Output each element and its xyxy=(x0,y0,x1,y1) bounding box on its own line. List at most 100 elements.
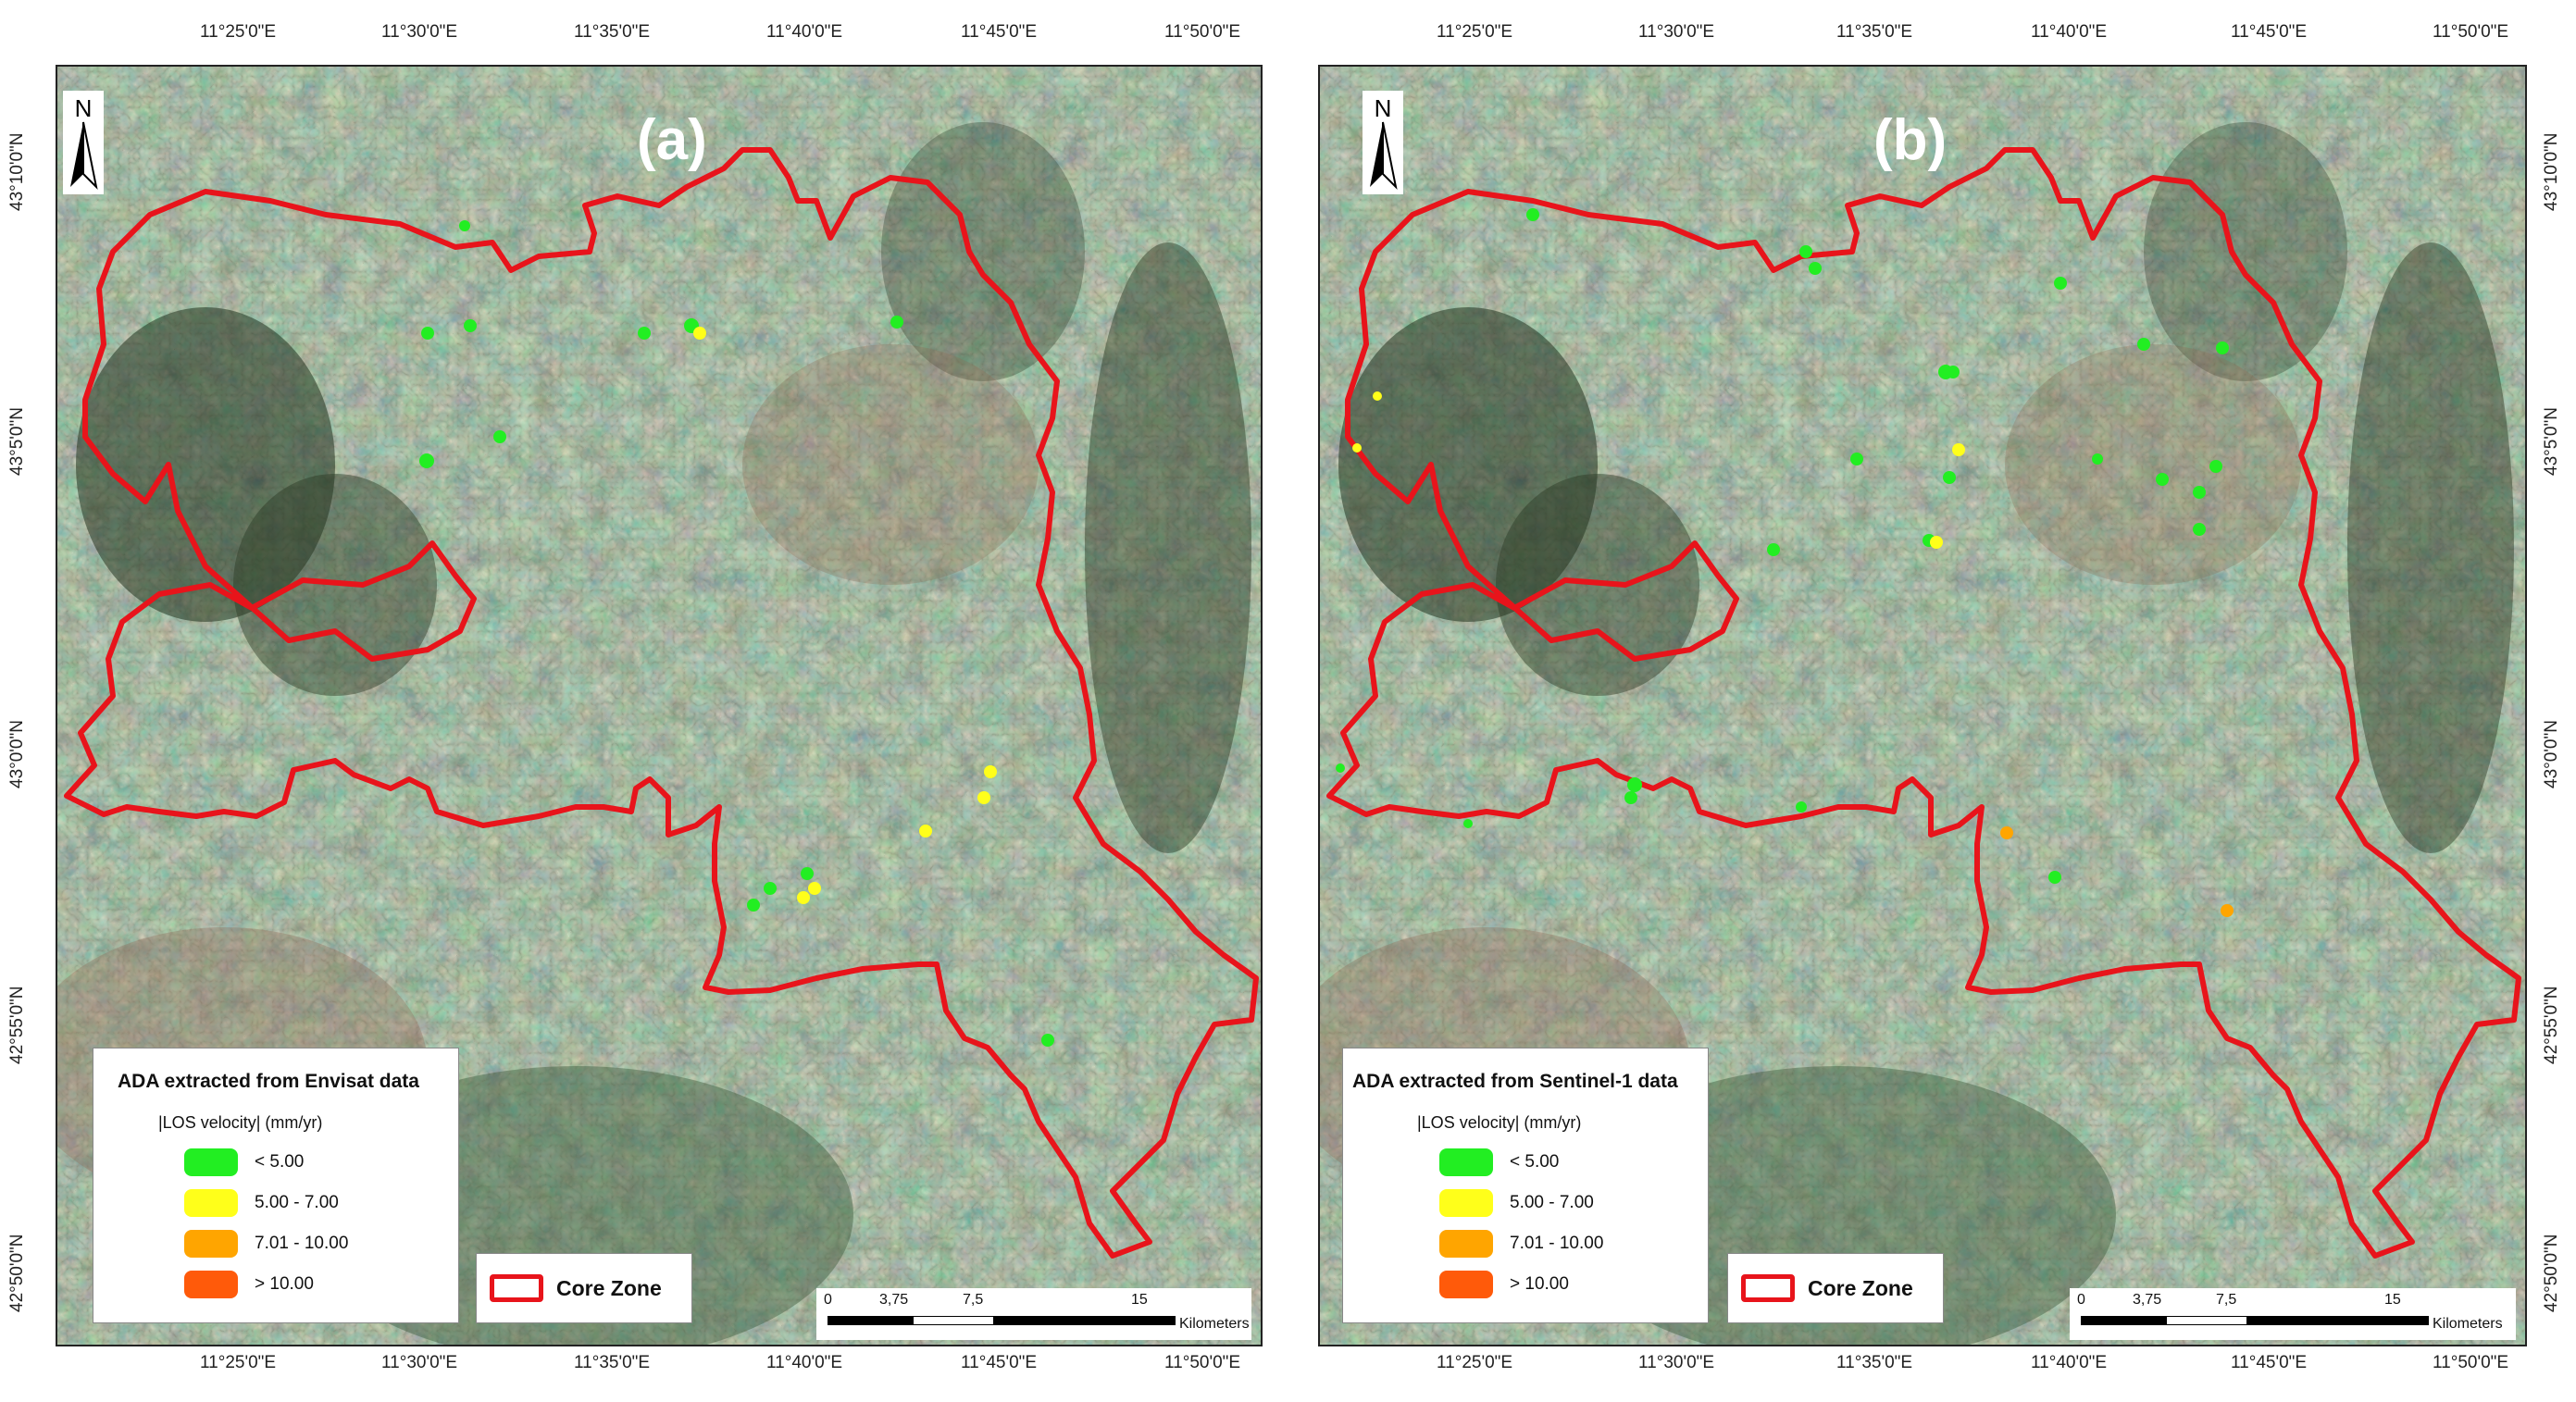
top-tick-label: 11°50'0"E xyxy=(1164,22,1241,42)
scale-tick-label: 0 xyxy=(2077,1292,2085,1308)
ada-point xyxy=(801,867,814,880)
top-tick-label: 11°45'0"E xyxy=(961,22,1038,42)
legend-swatch xyxy=(1439,1230,1493,1258)
ada-point xyxy=(459,220,470,231)
bottom-tick-label: 11°25'0"E xyxy=(200,1353,277,1372)
top-tick-label: 11°25'0"E xyxy=(1437,22,1513,42)
scale-segment xyxy=(2247,1316,2429,1325)
scale-tick-label: 3,75 xyxy=(2133,1292,2162,1308)
core-zone-swatch xyxy=(1741,1274,1795,1302)
ada-point xyxy=(977,791,990,804)
legend-class-label: > 10.00 xyxy=(1510,1274,1569,1294)
ada-point xyxy=(1952,443,1965,456)
scale-segment xyxy=(2166,1316,2247,1325)
legend-swatch xyxy=(184,1148,238,1176)
bottom-tick-label: 11°50'0"E xyxy=(2433,1353,2509,1372)
legend-swatch xyxy=(184,1230,238,1258)
ada-point xyxy=(2000,826,2013,839)
right-tick-label: 43°0'0"N xyxy=(2542,720,2561,788)
bottom-tick-label: 11°45'0"E xyxy=(961,1353,1038,1372)
ada-point xyxy=(2156,473,2169,486)
ada-point xyxy=(919,825,932,837)
ada-point xyxy=(1767,543,1780,556)
panel-label: (b) xyxy=(1873,108,1948,172)
bottom-tick-label: 11°40'0"E xyxy=(2031,1353,2108,1372)
top-tick-label: 11°40'0"E xyxy=(2031,22,2108,42)
ada-point xyxy=(2193,523,2206,536)
map-panel-a: 11°25'0"E 11°30'0"E 11°35'0"E 11°40'0"E … xyxy=(7,22,1263,1372)
bottom-tick-label: 11°35'0"E xyxy=(574,1353,651,1372)
ada-point xyxy=(1809,262,1822,275)
top-tick-label: 11°30'0"E xyxy=(381,22,458,42)
left-tick-label: 42°50'0"N xyxy=(7,1234,27,1312)
legend-class-label: 5.00 - 7.00 xyxy=(255,1193,339,1212)
bottom-tick-label: 11°35'0"E xyxy=(1836,1353,1913,1372)
ada-point xyxy=(2137,338,2150,351)
left-tick-label: 43°5'0"N xyxy=(7,407,27,476)
scale-tick-label: 15 xyxy=(1131,1292,1148,1308)
scale-tick-label: 7,5 xyxy=(963,1292,984,1308)
scale-tick-label: 0 xyxy=(824,1292,832,1308)
ada-point xyxy=(1041,1034,1054,1047)
scale-tick-label: 15 xyxy=(2384,1292,2401,1308)
legend-swatch xyxy=(1439,1148,1493,1176)
right-tick-label: 43°10'0"N xyxy=(2542,132,2561,211)
top-tick-label: 11°35'0"E xyxy=(1836,22,1913,42)
ada-point xyxy=(1850,453,1863,465)
scale-tick-label: 3,75 xyxy=(879,1292,909,1308)
bottom-tick-label: 11°50'0"E xyxy=(1164,1353,1241,1372)
map-panel-b: 11°25'0"E 11°30'0"E 11°35'0"E 11°40'0"E … xyxy=(1288,0,2576,1402)
bottom-tick-label: 11°30'0"E xyxy=(381,1353,458,1372)
core-zone-boundary xyxy=(1326,147,2521,1259)
top-tick-label: 11°50'0"E xyxy=(2433,22,2509,42)
scale-bar: 0 3,75 7,5 15 Kilometers xyxy=(816,1288,1251,1340)
ada-point xyxy=(493,430,506,443)
top-tick-label: 11°25'0"E xyxy=(200,22,277,42)
ada-points-b xyxy=(1336,208,2234,917)
core-zone-label: Core Zone xyxy=(1808,1276,1913,1300)
legend-swatch xyxy=(184,1189,238,1217)
ada-point xyxy=(1373,391,1382,401)
legend-title: ADA extracted from Envisat data xyxy=(118,1071,419,1092)
ada-point xyxy=(764,882,777,895)
legend-class-label: 7.01 - 10.00 xyxy=(255,1234,349,1253)
left-tick-label: 43°10'0"N xyxy=(7,132,27,211)
core-zone-boundary xyxy=(64,147,1259,1259)
ada-point xyxy=(638,327,651,340)
legend-title: ADA extracted from Sentinel-1 data xyxy=(1352,1071,1678,1092)
north-arrow-icon: N xyxy=(1363,91,1403,194)
right-tick-label: 42°50'0"N xyxy=(2542,1234,2561,1312)
ada-point xyxy=(1352,443,1362,453)
ada-point xyxy=(1624,791,1637,804)
ada-point xyxy=(1526,208,1539,221)
scale-segment xyxy=(828,1316,913,1325)
left-tick-label: 43°0'0"N xyxy=(7,720,27,788)
ada-point xyxy=(2193,486,2206,499)
ada-point xyxy=(1627,777,1642,792)
scale-segment xyxy=(994,1316,1176,1325)
scale-tick-label: 7,5 xyxy=(2216,1292,2237,1308)
ada-point xyxy=(1463,819,1473,828)
north-label: N xyxy=(1375,94,1392,122)
ada-point xyxy=(1930,536,1943,549)
legend-class-label: < 5.00 xyxy=(1510,1152,1560,1172)
satellite-map-a xyxy=(57,67,1261,1345)
legend-swatch xyxy=(184,1271,238,1298)
ada-point xyxy=(419,453,434,468)
ada-point xyxy=(984,765,997,778)
scale-segment xyxy=(913,1316,994,1325)
ada-point xyxy=(747,899,760,912)
ada-point xyxy=(1799,245,1812,258)
map-frame-b: (b) N ADA extracted from Sentinel-1 data… xyxy=(1318,65,2527,1346)
bottom-tick-label: 11°30'0"E xyxy=(1638,1353,1715,1372)
legend-class-label: < 5.00 xyxy=(255,1152,305,1172)
bottom-tick-label: 11°25'0"E xyxy=(1437,1353,1513,1372)
ada-point xyxy=(2092,453,2103,465)
ada-point xyxy=(808,882,821,895)
ada-point xyxy=(1336,763,1345,773)
legend-swatch xyxy=(1439,1189,1493,1217)
ada-points-a xyxy=(419,220,1054,1047)
ada-point xyxy=(2054,277,2067,290)
legend-class-label: 5.00 - 7.00 xyxy=(1510,1193,1594,1212)
top-tick-label: 11°35'0"E xyxy=(574,22,651,42)
